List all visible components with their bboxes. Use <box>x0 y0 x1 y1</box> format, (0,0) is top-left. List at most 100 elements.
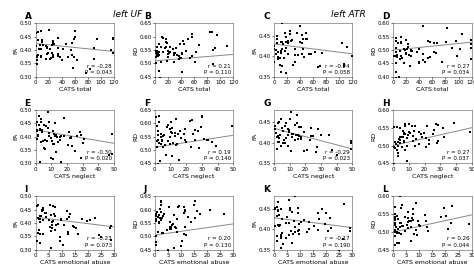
Point <box>407 219 415 224</box>
Point <box>467 38 474 42</box>
Point <box>50 142 57 146</box>
Point <box>109 152 116 156</box>
Point <box>46 131 53 135</box>
Point <box>176 42 183 46</box>
Point <box>66 212 74 216</box>
Point <box>398 35 405 39</box>
Point <box>328 148 335 152</box>
Point <box>426 40 434 44</box>
Point <box>152 51 160 55</box>
Point <box>413 233 420 237</box>
Point <box>430 50 438 55</box>
Point <box>391 218 398 222</box>
Point <box>157 131 165 136</box>
Point <box>315 228 322 232</box>
Point <box>297 219 305 224</box>
Point <box>275 213 283 217</box>
Point <box>36 216 43 221</box>
Point <box>50 156 57 161</box>
Point <box>293 121 301 125</box>
Point <box>56 137 64 142</box>
Point <box>167 50 174 54</box>
Point <box>414 219 422 224</box>
Point <box>63 217 70 221</box>
X-axis label: CATS emotional abuse: CATS emotional abuse <box>159 260 229 265</box>
Point <box>272 207 279 211</box>
Point <box>206 30 214 34</box>
Point <box>172 133 179 138</box>
Point <box>42 138 49 142</box>
Point <box>154 139 161 144</box>
Point <box>395 75 402 79</box>
Point <box>274 134 282 139</box>
Point <box>278 126 286 131</box>
Point <box>441 135 448 139</box>
Point <box>39 231 46 236</box>
Point <box>313 145 321 149</box>
Point <box>278 47 285 51</box>
Point <box>162 153 170 157</box>
Text: E: E <box>25 99 31 108</box>
Point <box>77 156 85 160</box>
Point <box>423 124 431 129</box>
Point <box>303 36 311 41</box>
Point <box>52 223 60 227</box>
Point <box>433 41 441 45</box>
Point <box>408 49 415 53</box>
Point <box>64 232 72 237</box>
Point <box>40 206 47 211</box>
Point <box>166 135 174 140</box>
Point <box>415 223 423 228</box>
Point <box>454 53 461 58</box>
Point <box>37 116 45 121</box>
Point <box>170 213 177 217</box>
Point <box>397 221 404 226</box>
Point <box>155 128 162 133</box>
Point <box>48 229 55 233</box>
Point <box>155 52 163 57</box>
Point <box>167 129 175 134</box>
Point <box>272 52 280 57</box>
Point <box>402 50 410 55</box>
Text: r = 0.27
P = 0.034: r = 0.27 P = 0.034 <box>442 63 469 75</box>
Point <box>289 131 297 136</box>
Point <box>279 42 286 47</box>
Point <box>423 224 430 229</box>
Point <box>335 249 343 253</box>
Point <box>39 218 47 222</box>
Point <box>39 43 47 47</box>
Point <box>47 55 55 60</box>
Point <box>36 126 44 131</box>
Point <box>108 224 115 229</box>
Point <box>71 29 79 33</box>
Point <box>164 139 172 144</box>
Point <box>189 118 196 123</box>
Point <box>404 42 412 46</box>
Point <box>37 28 45 33</box>
Point <box>444 227 452 232</box>
Point <box>405 130 412 134</box>
Point <box>52 149 60 154</box>
Point <box>429 132 437 137</box>
Point <box>172 143 179 147</box>
Point <box>393 147 401 152</box>
Point <box>108 48 115 53</box>
Point <box>181 138 189 143</box>
Point <box>398 40 405 44</box>
Point <box>292 47 299 51</box>
Point <box>456 47 464 51</box>
Text: r = 0.21
P = 0.110: r = 0.21 P = 0.110 <box>204 63 231 75</box>
Point <box>348 53 356 58</box>
Point <box>277 51 284 55</box>
Point <box>425 38 432 43</box>
Point <box>292 133 300 138</box>
Point <box>154 49 161 53</box>
Point <box>44 125 52 130</box>
Point <box>38 128 46 132</box>
Point <box>404 219 412 224</box>
Point <box>399 135 407 139</box>
Point <box>70 225 78 229</box>
Point <box>277 49 285 53</box>
Point <box>68 136 75 140</box>
Point <box>41 147 49 152</box>
